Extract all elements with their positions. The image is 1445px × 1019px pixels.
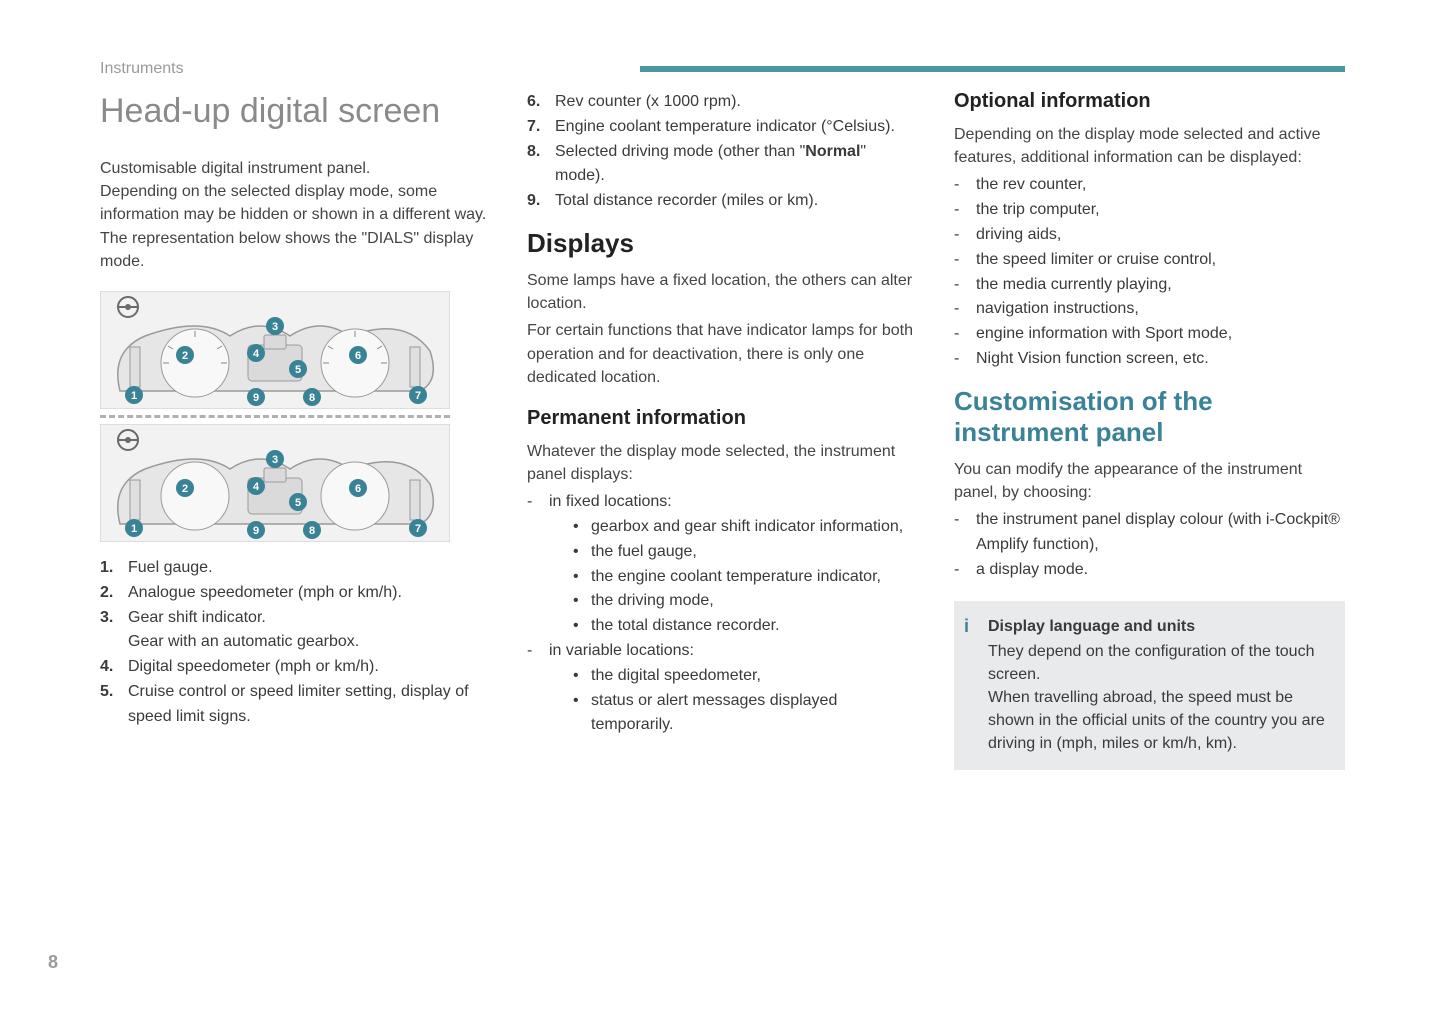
list-item: the speed limiter or cruise control, xyxy=(954,248,1345,273)
intro-block: Customisable digital instrument panel. D… xyxy=(100,157,491,273)
page-title: Head-up digital screen xyxy=(100,92,491,131)
customisation-heading: Customisation of the instrument panel xyxy=(954,386,1345,448)
info-box-title: Display language and units xyxy=(988,615,1329,638)
header-row: Instruments xyxy=(100,60,1345,78)
manual-page: Instruments Head-up digital screen Custo… xyxy=(0,0,1445,810)
svg-text:2: 2 xyxy=(182,350,188,362)
callout-8-text: Selected driving mode (other than "Norma… xyxy=(555,140,918,190)
list-item: the total distance recorder. xyxy=(573,614,918,639)
fixed-label: in fixed locations: xyxy=(549,493,672,510)
svg-text:3: 3 xyxy=(272,321,278,333)
info-box-body: They depend on the configuration of the … xyxy=(988,640,1329,686)
column-1: Head-up digital screen Customisable digi… xyxy=(100,84,491,770)
instrument-diagram: 1 2 3 4 5 6 7 8 9 xyxy=(100,291,450,542)
svg-text:8: 8 xyxy=(309,525,315,537)
list-item: the instrument panel display colour (wit… xyxy=(954,508,1345,558)
svg-text:9: 9 xyxy=(253,525,259,537)
displays-heading: Displays xyxy=(527,228,918,259)
svg-text:1: 1 xyxy=(131,523,137,535)
svg-text:4: 4 xyxy=(253,481,260,493)
list-item: gearbox and gear shift indicator informa… xyxy=(573,515,918,540)
callout-item: 1.Fuel gauge. xyxy=(100,556,491,581)
variable-locations: in variable locations: the digital speed… xyxy=(527,639,918,738)
list-item: Night Vision function screen, etc. xyxy=(954,347,1345,372)
permanent-intro: Whatever the display mode selected, the … xyxy=(527,440,918,486)
list-item: status or alert messages displayed tempo… xyxy=(573,689,918,739)
list-item: the engine coolant temperature indicator… xyxy=(573,565,918,590)
svg-text:8: 8 xyxy=(309,392,315,404)
displays-para: Some lamps have a fixed location, the ot… xyxy=(527,269,918,315)
permanent-list: in fixed locations: gearbox and gear shi… xyxy=(527,490,918,738)
header-accent-bar xyxy=(640,66,1345,72)
list-item: the media currently playing, xyxy=(954,273,1345,298)
variable-sublist: the digital speedometer, status or alert… xyxy=(549,664,918,738)
list-item: the driving mode, xyxy=(573,589,918,614)
diagram-divider xyxy=(100,415,450,418)
info-box-body: When travelling abroad, the speed must b… xyxy=(988,686,1329,756)
callout-item: 6.Rev counter (x 1000 rpm). xyxy=(527,90,918,115)
optional-heading: Optional information xyxy=(954,90,1345,113)
callout-list-1: 1.Fuel gauge. 2.Analogue speedometer (mp… xyxy=(100,556,491,730)
page-number: 8 xyxy=(48,952,58,973)
info-box: i Display language and units They depend… xyxy=(954,601,1345,770)
content-columns: Head-up digital screen Customisable digi… xyxy=(100,84,1345,770)
section-label: Instruments xyxy=(100,60,620,78)
svg-text:1: 1 xyxy=(131,390,137,402)
list-item: navigation instructions, xyxy=(954,297,1345,322)
intro-line: Customisable digital instrument panel. xyxy=(100,157,491,180)
list-item: the digital speedometer, xyxy=(573,664,918,689)
svg-text:5: 5 xyxy=(295,497,301,509)
permanent-heading: Permanent information xyxy=(527,407,918,430)
customisation-intro: You can modify the appearance of the ins… xyxy=(954,458,1345,504)
customisation-list: the instrument panel display colour (wit… xyxy=(954,508,1345,582)
column-2: 6.Rev counter (x 1000 rpm). 7.Engine coo… xyxy=(527,84,918,770)
callout-item: 5.Cruise control or speed limiter settin… xyxy=(100,680,491,730)
svg-text:6: 6 xyxy=(355,483,361,495)
fixed-locations: in fixed locations: gearbox and gear shi… xyxy=(527,490,918,639)
callout-item: 7.Engine coolant temperature indicator (… xyxy=(527,115,918,140)
list-item: the rev counter, xyxy=(954,173,1345,198)
optional-list: the rev counter, the trip computer, driv… xyxy=(954,173,1345,371)
callout-item: 3.Gear shift indicator. Gear with an aut… xyxy=(100,606,491,656)
svg-text:6: 6 xyxy=(355,350,361,362)
list-item: the fuel gauge, xyxy=(573,540,918,565)
list-item: engine information with Sport mode, xyxy=(954,322,1345,347)
intro-line: Depending on the selected display mode, … xyxy=(100,180,491,226)
callout-item: 2.Analogue speedometer (mph or km/h). xyxy=(100,581,491,606)
svg-text:4: 4 xyxy=(253,348,260,360)
column-3: Optional information Depending on the di… xyxy=(954,84,1345,770)
cluster-diagram-bottom: 1 2 3 4 5 6 7 8 9 xyxy=(100,424,450,542)
cluster-diagram-top: 1 2 3 4 5 6 7 8 9 xyxy=(100,291,450,409)
list-item: driving aids, xyxy=(954,223,1345,248)
svg-text:9: 9 xyxy=(253,392,259,404)
svg-text:2: 2 xyxy=(182,483,188,495)
list-item: a display mode. xyxy=(954,558,1345,583)
svg-text:3: 3 xyxy=(272,454,278,466)
svg-text:5: 5 xyxy=(295,364,301,376)
intro-line: The representation below shows the "DIAL… xyxy=(100,227,491,273)
svg-text:7: 7 xyxy=(415,390,421,402)
callout-item: 9.Total distance recorder (miles or km). xyxy=(527,189,918,214)
displays-para: For certain functions that have indicato… xyxy=(527,319,918,389)
callout-item: 4.Digital speedometer (mph or km/h). xyxy=(100,655,491,680)
svg-text:7: 7 xyxy=(415,523,421,535)
list-item: the trip computer, xyxy=(954,198,1345,223)
callout-list-2: 6.Rev counter (x 1000 rpm). 7.Engine coo… xyxy=(527,90,918,214)
info-icon: i xyxy=(964,613,978,631)
variable-label: in variable locations: xyxy=(549,642,694,659)
callout-item: 8.Selected driving mode (other than "Nor… xyxy=(527,140,918,190)
fixed-sublist: gearbox and gear shift indicator informa… xyxy=(549,515,918,639)
optional-intro: Depending on the display mode selected a… xyxy=(954,123,1345,169)
